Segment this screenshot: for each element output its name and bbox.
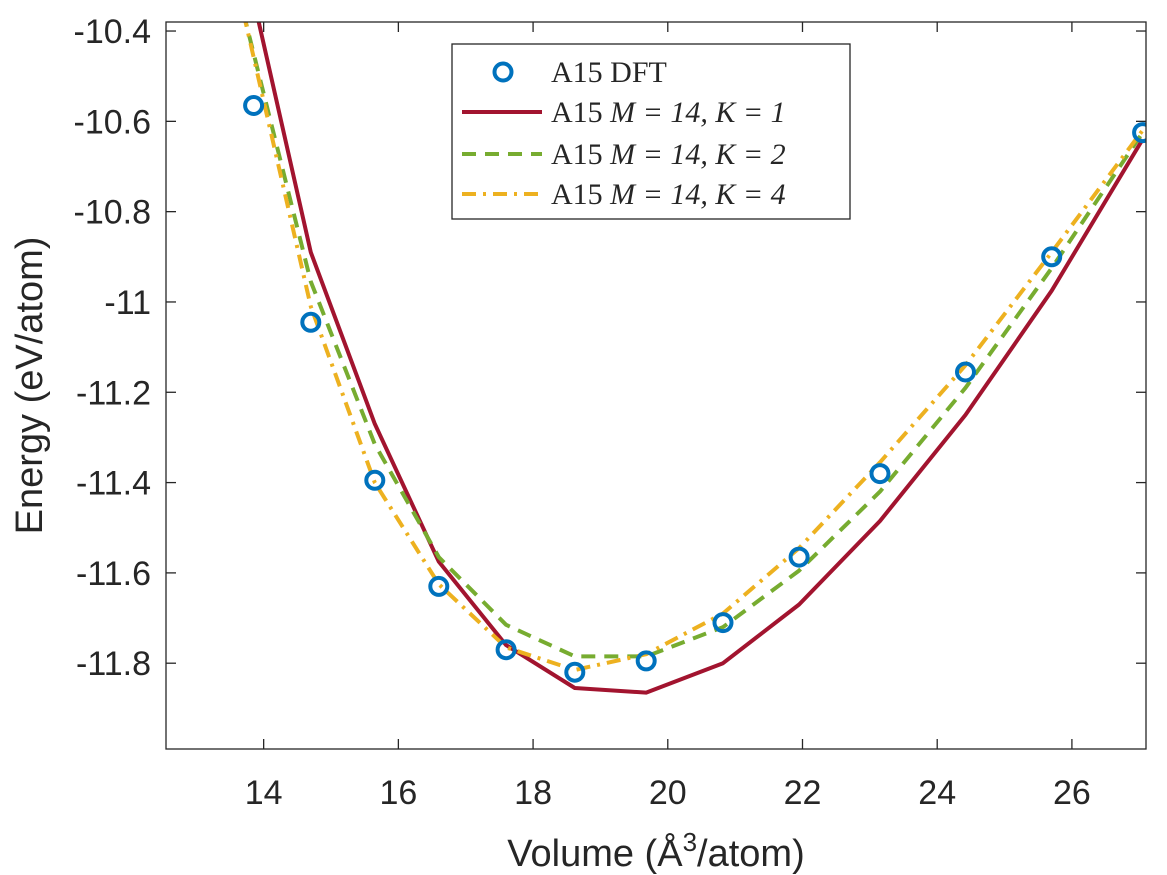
series-line-1 bbox=[256, 22, 1145, 695]
series-1 bbox=[256, 22, 1145, 695]
x-axis-label-superscript: 3 bbox=[683, 827, 697, 857]
legend-label-prefix: A15 DFT bbox=[551, 56, 667, 89]
x-tick-label: 20 bbox=[649, 774, 687, 812]
legend-label-math: M = 14, K = 2 bbox=[609, 138, 786, 171]
dft-point bbox=[869, 463, 891, 485]
y-axis-label: Energy (eV/atom) bbox=[9, 237, 51, 535]
legend-label: A15 DFT bbox=[551, 56, 667, 89]
dft-point bbox=[428, 575, 450, 597]
x-tick-label: 26 bbox=[1053, 774, 1091, 812]
legend-marker-circle bbox=[492, 61, 514, 83]
x-tick-label: 24 bbox=[918, 774, 956, 812]
y-tick-label: -11.4 bbox=[76, 465, 151, 503]
legend-label: A15 M = 14, K = 1 bbox=[551, 96, 786, 129]
legend-entry-3: A15 M = 14, K = 4 bbox=[462, 178, 786, 211]
series-line-2 bbox=[243, 22, 1145, 659]
series-layer bbox=[243, 22, 1146, 695]
x-tick-label: 22 bbox=[784, 774, 822, 812]
y-tick-label: -10.8 bbox=[74, 194, 152, 232]
y-tick-label: -11.8 bbox=[76, 645, 151, 683]
dft-point bbox=[1132, 122, 1146, 144]
y-axis-ticks: -10.4 -10.6 -10.8 -11 -11.2 -11.4 -11.6 -11.8 bbox=[74, 13, 1146, 683]
legend-entry-0: A15 DFT bbox=[492, 56, 667, 89]
series-2 bbox=[243, 22, 1145, 659]
series-0 bbox=[243, 95, 1146, 683]
legend-entry-2: A15 M = 14, K = 2 bbox=[462, 138, 786, 171]
y-tick-label: -11.2 bbox=[76, 374, 151, 412]
legend-label: A15 M = 14, K = 4 bbox=[551, 178, 786, 211]
dft-point bbox=[564, 661, 586, 683]
dft-point bbox=[712, 612, 734, 634]
x-axis-label-suffix: /atom) bbox=[697, 833, 805, 875]
legend-label-math: M = 14, K = 4 bbox=[609, 178, 786, 211]
x-tick-label: 18 bbox=[514, 774, 552, 812]
x-axis-label: Volume (Å3/atom) bbox=[507, 827, 804, 875]
y-tick-label: -10.4 bbox=[74, 13, 152, 51]
dft-point bbox=[243, 95, 265, 116]
legend-entry-1: A15 M = 14, K = 1 bbox=[462, 96, 786, 129]
dft-point bbox=[300, 311, 322, 333]
x-tick-label: 14 bbox=[245, 774, 283, 812]
dft-point bbox=[1041, 246, 1063, 268]
y-tick-label: -11 bbox=[104, 284, 151, 322]
axes-layer bbox=[165, 21, 1147, 750]
dft-point bbox=[788, 546, 810, 568]
x-tick-label: 16 bbox=[379, 774, 417, 812]
legend-label-prefix: A15 bbox=[551, 138, 610, 171]
legend-box bbox=[451, 43, 851, 220]
y-tick-label: -10.6 bbox=[74, 103, 152, 141]
legend-label-math: M = 14, K = 1 bbox=[609, 96, 786, 129]
x-axis-label-prefix: Volume (Å bbox=[507, 831, 683, 875]
x-axis-ticks: 14 16 18 20 22 24 26 bbox=[245, 22, 1091, 812]
axes-box bbox=[165, 21, 1147, 750]
dft-point bbox=[364, 469, 386, 491]
y-tick-label: -11.6 bbox=[76, 555, 151, 593]
dft-point bbox=[635, 650, 657, 672]
legend-label: A15 M = 14, K = 2 bbox=[551, 138, 786, 171]
legend-label-prefix: A15 bbox=[551, 96, 610, 129]
legend-label-prefix: A15 bbox=[551, 178, 610, 211]
dft-point bbox=[955, 361, 976, 383]
dft-point bbox=[495, 639, 517, 661]
